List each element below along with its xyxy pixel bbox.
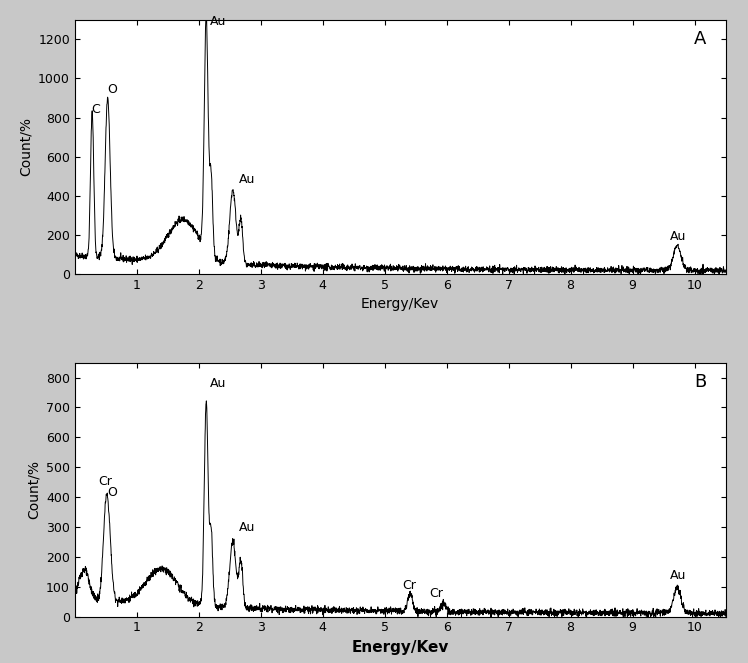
Text: O: O: [108, 83, 117, 96]
Y-axis label: Count/%: Count/%: [26, 460, 40, 519]
Text: Cr: Cr: [429, 587, 443, 600]
X-axis label: Energy/Kev: Energy/Kev: [361, 297, 439, 311]
Text: Au: Au: [239, 521, 255, 534]
Text: B: B: [694, 373, 706, 391]
Text: O: O: [107, 485, 117, 499]
X-axis label: Energy/Kev: Energy/Kev: [352, 640, 449, 655]
Text: Au: Au: [669, 229, 686, 243]
Text: Au: Au: [210, 377, 227, 390]
Text: C: C: [91, 103, 100, 115]
Y-axis label: Count/%: Count/%: [19, 117, 32, 176]
Text: A: A: [693, 30, 706, 48]
Text: Au: Au: [239, 173, 255, 186]
Text: Cr: Cr: [98, 475, 112, 488]
Text: Au: Au: [669, 570, 686, 582]
Text: Au: Au: [210, 15, 227, 28]
Text: Cr: Cr: [402, 579, 416, 592]
